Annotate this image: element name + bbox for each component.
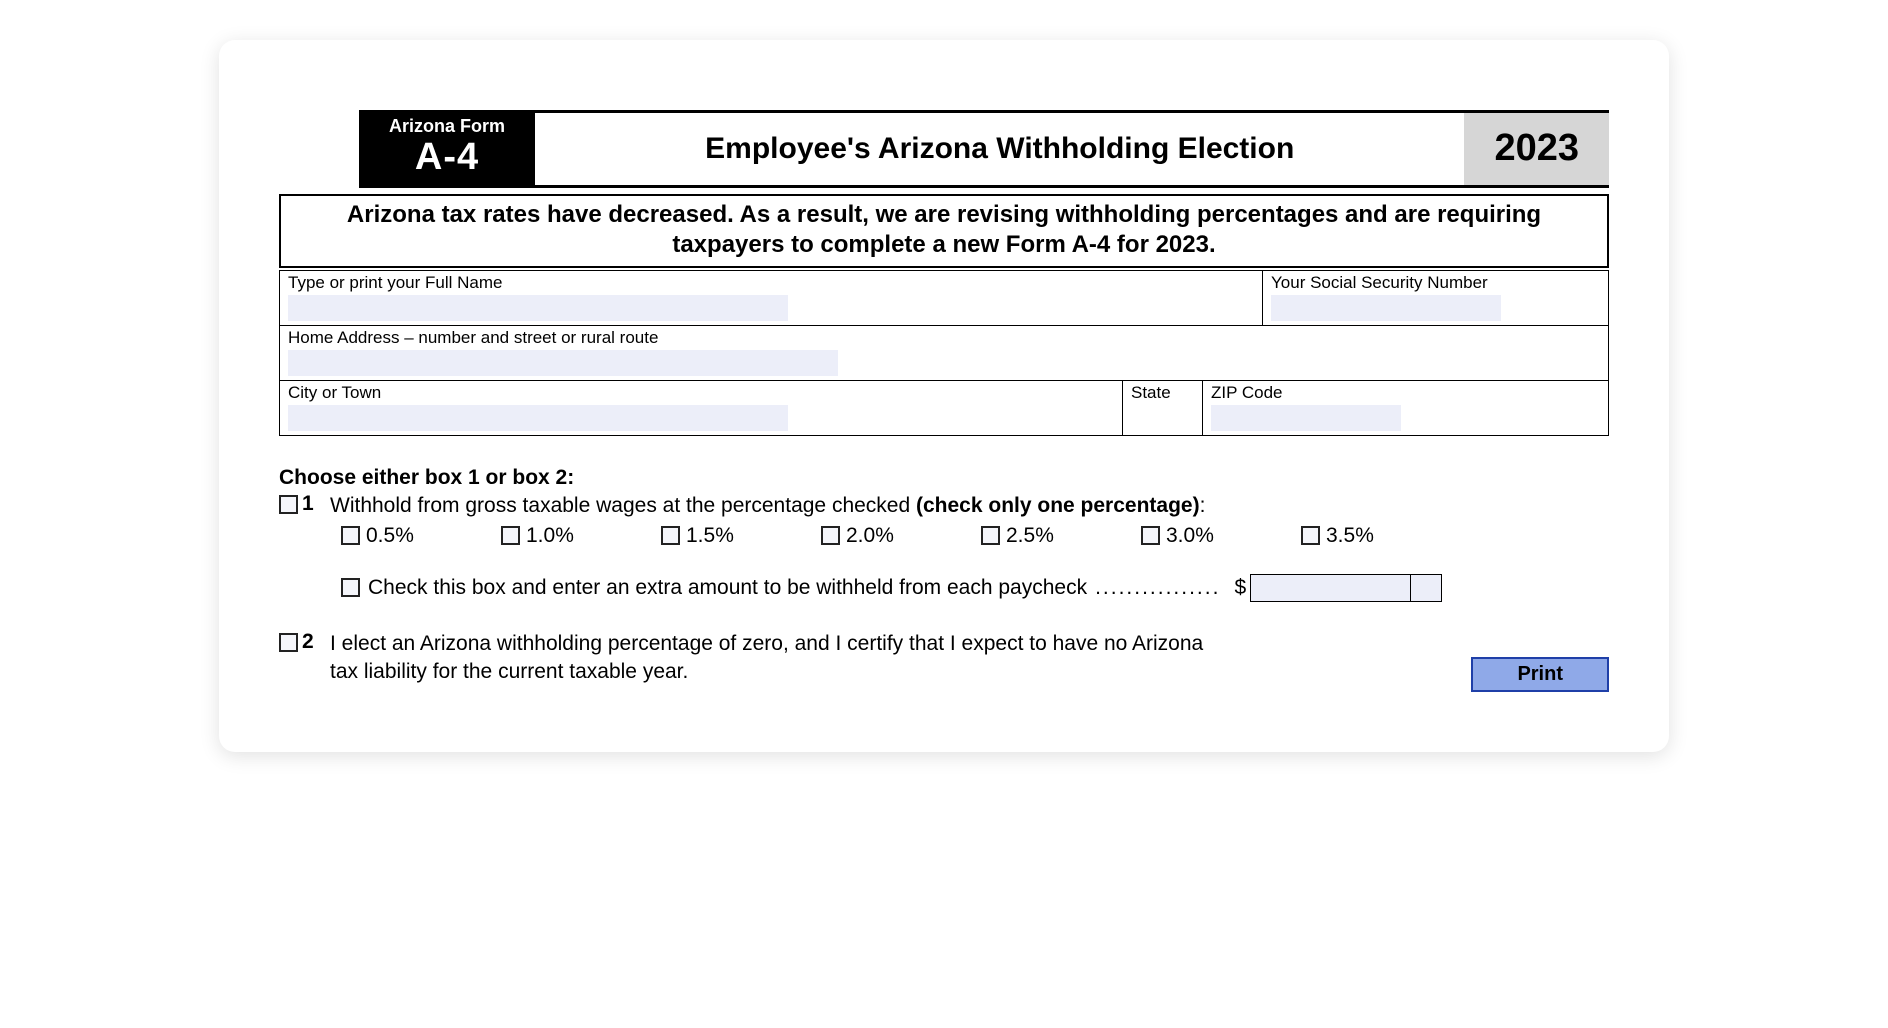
personal-info-table: Type or print your Full Name Your Social… — [279, 270, 1609, 436]
pct-checkbox-2[interactable] — [661, 526, 680, 545]
form-year: 2023 — [1464, 113, 1609, 185]
percentage-row: 0.5% 1.0% 1.5% 2.0% 2.5% 3.0% 3.5% — [341, 524, 1609, 548]
ssn-label: Your Social Security Number — [1271, 273, 1600, 293]
extra-amount-input[interactable] — [1250, 574, 1442, 602]
election-heading: Choose either box 1 or box 2: — [279, 466, 1609, 490]
city-label: City or Town — [288, 383, 1114, 403]
form-card: Arizona Form A-4 Employee's Arizona With… — [219, 40, 1669, 752]
state-label: State — [1131, 383, 1194, 403]
print-button[interactable]: Print — [1471, 657, 1609, 692]
badge-top-label: Arizona Form — [389, 117, 505, 137]
form-header: Arizona Form A-4 Employee's Arizona With… — [359, 110, 1609, 188]
pct-checkbox-1[interactable] — [501, 526, 520, 545]
pct-label-2: 1.5% — [686, 524, 734, 548]
extra-amount-cents[interactable] — [1411, 575, 1441, 601]
pct-checkbox-0[interactable] — [341, 526, 360, 545]
option-2-text: I elect an Arizona withholding percentag… — [330, 630, 1210, 687]
extra-amount-text: Check this box and enter an extra amount… — [368, 576, 1087, 600]
pct-option-3: 2.0% — [821, 524, 981, 548]
pct-label-6: 3.5% — [1326, 524, 1374, 548]
pct-option-2: 1.5% — [661, 524, 821, 548]
pct-label-3: 2.0% — [846, 524, 894, 548]
city-input[interactable] — [288, 405, 788, 431]
pct-option-5: 3.0% — [1141, 524, 1301, 548]
option-2-number: 2 — [302, 630, 330, 654]
ssn-cell: Your Social Security Number — [1263, 271, 1608, 325]
pct-checkbox-5[interactable] — [1141, 526, 1160, 545]
pct-checkbox-3[interactable] — [821, 526, 840, 545]
option-1-row: 1 Withhold from gross taxable wages at t… — [279, 492, 1609, 520]
pct-option-1: 1.0% — [501, 524, 661, 548]
zip-input[interactable] — [1211, 405, 1401, 431]
extra-amount-dollars[interactable] — [1251, 575, 1411, 601]
option-1-number: 1 — [302, 492, 330, 516]
address-cell: Home Address – number and street or rura… — [280, 326, 1608, 380]
full-name-cell: Type or print your Full Name — [280, 271, 1263, 325]
dollar-sign: $ — [1234, 576, 1246, 600]
option-1-text-a: Withhold from gross taxable wages at the… — [330, 494, 916, 517]
pct-label-4: 2.5% — [1006, 524, 1054, 548]
option-1-text-c: : — [1200, 494, 1206, 517]
ssn-input[interactable] — [1271, 295, 1501, 321]
state-cell: State — [1123, 381, 1203, 435]
pct-option-6: 3.5% — [1301, 524, 1461, 548]
full-name-label: Type or print your Full Name — [288, 273, 1254, 293]
option-1-checkbox[interactable] — [279, 495, 298, 514]
badge-form-number: A-4 — [389, 137, 505, 179]
zip-label: ZIP Code — [1211, 383, 1600, 403]
option-1-text: Withhold from gross taxable wages at the… — [330, 492, 1205, 520]
pct-label-5: 3.0% — [1166, 524, 1214, 548]
form-title: Employee's Arizona Withholding Election — [535, 126, 1464, 172]
pct-option-4: 2.5% — [981, 524, 1141, 548]
extra-amount-checkbox[interactable] — [341, 578, 360, 597]
zip-cell: ZIP Code — [1203, 381, 1608, 435]
extra-amount-row: Check this box and enter an extra amount… — [341, 574, 1609, 602]
notice-box: Arizona tax rates have decreased. As a r… — [279, 194, 1609, 268]
pct-label-0: 0.5% — [366, 524, 414, 548]
city-cell: City or Town — [280, 381, 1123, 435]
address-label: Home Address – number and street or rura… — [288, 328, 1600, 348]
option-2-checkbox[interactable] — [279, 633, 298, 652]
option-1-text-b: (check only one percentage) — [916, 494, 1200, 517]
pct-option-0: 0.5% — [341, 524, 501, 548]
leader-dots: ................ — [1095, 576, 1220, 600]
address-input[interactable] — [288, 350, 838, 376]
pct-checkbox-6[interactable] — [1301, 526, 1320, 545]
full-name-input[interactable] — [288, 295, 788, 321]
pct-label-1: 1.0% — [526, 524, 574, 548]
form-a4: Arizona Form A-4 Employee's Arizona With… — [279, 110, 1609, 692]
form-badge: Arizona Form A-4 — [359, 113, 535, 185]
pct-checkbox-4[interactable] — [981, 526, 1000, 545]
